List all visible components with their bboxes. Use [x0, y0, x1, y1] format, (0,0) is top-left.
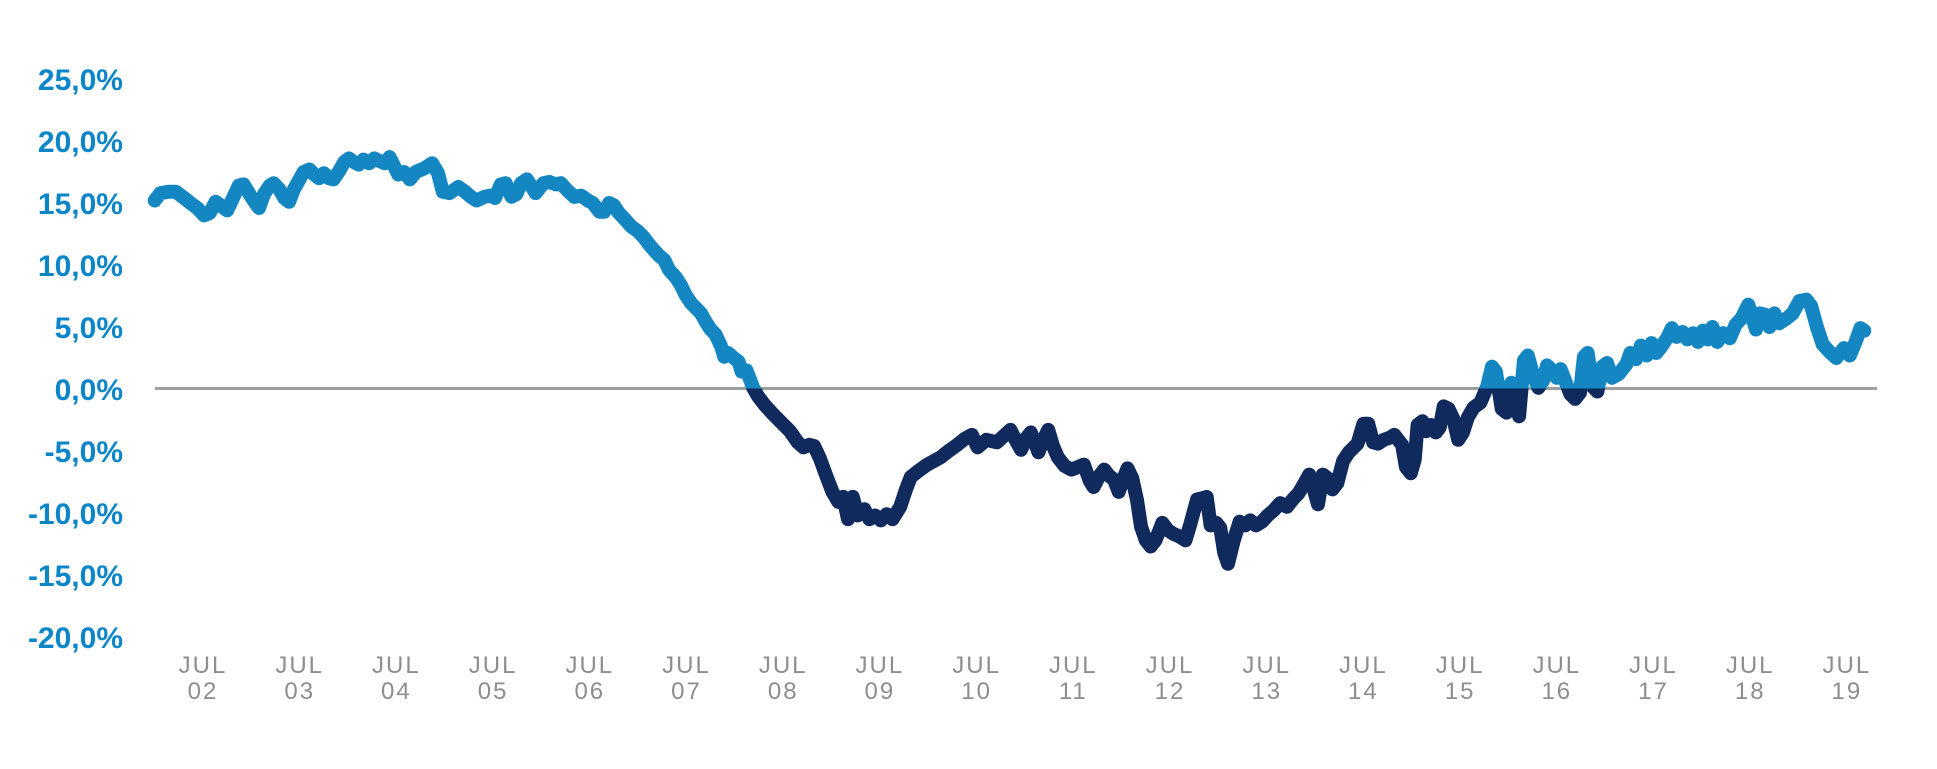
x-axis-month-label: JUL: [1049, 652, 1098, 679]
x-axis-month-label: JUL: [469, 652, 518, 679]
y-axis-tick-label: -10,0%: [28, 498, 123, 531]
y-axis-tick-label: 15,0%: [38, 188, 123, 221]
y-axis-tick-label: -20,0%: [28, 622, 123, 655]
x-axis-year-label: 16: [1541, 678, 1572, 705]
x-axis-month-label: JUL: [1242, 652, 1291, 679]
series-line-above-zero: [147, 150, 1872, 389]
x-axis-year-label: 10: [961, 678, 992, 705]
y-axis-tick-label: 25,0%: [38, 64, 123, 97]
x-axis-year-label: 17: [1638, 678, 1669, 705]
x-axis-year-label: 05: [478, 678, 509, 705]
x-axis-month-label: JUL: [759, 652, 808, 679]
x-axis-year-label: 04: [381, 678, 412, 705]
x-axis-month-label: JUL: [179, 652, 228, 679]
x-axis-month-label: JUL: [1146, 652, 1195, 679]
x-axis-month-label: JUL: [1532, 652, 1581, 679]
x-axis-year-label: 11: [1059, 678, 1088, 705]
y-axis-tick-label: 20,0%: [38, 126, 123, 159]
series-line-below-zero: [745, 388, 1606, 571]
x-axis-year-label: 19: [1832, 678, 1863, 705]
x-axis-month-label: JUL: [952, 652, 1001, 679]
y-axis-tick-label: 0,0%: [55, 374, 123, 407]
y-axis-tick-label: -15,0%: [28, 560, 123, 593]
x-axis-month-label: JUL: [372, 652, 421, 679]
y-axis-tick-label: 5,0%: [55, 312, 123, 345]
x-axis-month-label: JUL: [1436, 652, 1485, 679]
x-axis-month-label: JUL: [1823, 652, 1872, 679]
x-axis-month-label: JUL: [662, 652, 711, 679]
x-axis-month-label: JUL: [275, 652, 324, 679]
x-axis-year-label: 09: [865, 678, 896, 705]
x-axis-month-label: JUL: [565, 652, 614, 679]
x-axis-year-label: 13: [1251, 678, 1282, 705]
x-axis-year-label: 03: [284, 678, 315, 705]
x-axis-month-label: JUL: [1726, 652, 1775, 679]
x-axis-month-label: JUL: [1629, 652, 1678, 679]
x-axis-year-label: 07: [671, 678, 702, 705]
x-axis-year-label: 08: [768, 678, 799, 705]
x-axis-month-label: JUL: [1339, 652, 1388, 679]
x-axis-year-label: 12: [1155, 678, 1186, 705]
x-axis-year-label: 14: [1348, 678, 1379, 705]
x-axis-year-label: 18: [1735, 678, 1766, 705]
x-axis-year-label: 02: [188, 678, 219, 705]
x-axis-year-label: 06: [574, 678, 605, 705]
x-axis-month-label: JUL: [856, 652, 905, 679]
y-axis-tick-label: -5,0%: [45, 436, 123, 469]
y-axis-tick-label: 10,0%: [38, 250, 123, 283]
x-axis-year-label: 15: [1445, 678, 1476, 705]
